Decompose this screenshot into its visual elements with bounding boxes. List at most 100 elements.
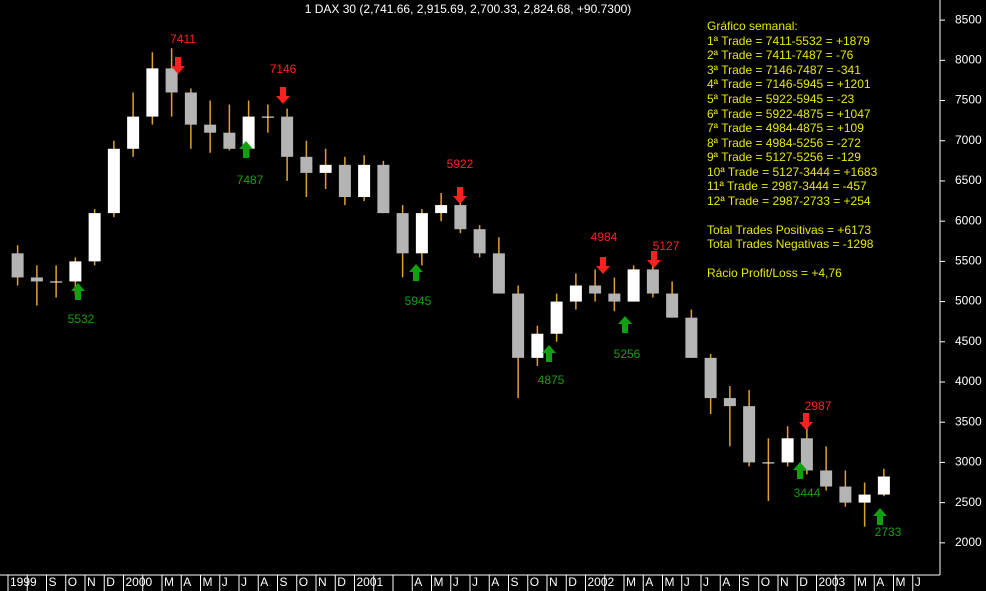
y-tick-label: 4500 [955, 334, 982, 348]
note-line: 12ª Trade = 2987-2733 = +254 [707, 194, 871, 208]
candle-body [877, 476, 890, 495]
candle-body [377, 164, 390, 214]
signal-label: 7487 [237, 173, 264, 187]
candle-body [492, 253, 505, 294]
x-tick-label: A [876, 575, 884, 589]
x-tick-label: S [511, 575, 519, 589]
signal-arrow [793, 462, 807, 479]
x-tick-label: N [780, 575, 789, 589]
x-tick-label: O [761, 575, 770, 589]
chart-title: 1 DAX 30 (2,741.66, 2,915.69, 2,700.33, … [305, 2, 632, 16]
candle-body [704, 357, 717, 399]
x-tick-label: J [703, 575, 709, 589]
candle-body [261, 116, 274, 118]
candle-body [608, 293, 621, 302]
signal-label: 7411 [170, 32, 196, 46]
signal-arrow [239, 141, 253, 158]
y-tick-label: 3000 [955, 455, 982, 469]
candle-body [242, 116, 255, 149]
candle-body [358, 164, 371, 198]
y-tick-label: 3500 [955, 414, 982, 428]
note-line: 9ª Trade = 5127-5256 = -129 [707, 150, 861, 164]
candle-body [473, 229, 486, 254]
y-tick-label: 2000 [955, 535, 982, 549]
signal-arrow [171, 57, 185, 74]
note-line: 3ª Trade = 7146-7487 = -341 [707, 63, 861, 77]
x-tick-label: A [491, 575, 499, 589]
x-tick-label: J [684, 575, 690, 589]
candle-body [512, 293, 525, 358]
y-tick-label: 6500 [955, 173, 982, 187]
note-line: 10ª Trade = 5127-3444 = +1683 [707, 165, 878, 179]
x-tick-label: J [472, 575, 478, 589]
note-line: 2ª Trade = 7411-7487 = -76 [707, 48, 854, 62]
candle-body [646, 269, 659, 294]
x-tick-label: J [222, 575, 228, 589]
candle-body [338, 164, 351, 198]
y-tick-label: 7500 [955, 93, 982, 107]
candle-body [396, 213, 409, 254]
note-line: Gráfico semanal: [707, 19, 798, 33]
candle-body [300, 156, 313, 173]
signal-arrow [618, 316, 632, 333]
x-tick-label: S [280, 575, 288, 589]
candle-body [781, 438, 794, 463]
signal-label: 5945 [405, 294, 432, 308]
signal-label: 4875 [538, 373, 565, 387]
x-tick-label: J [241, 575, 247, 589]
note-line: 5ª Trade = 5922-5945 = -23 [707, 92, 855, 106]
candle-body [685, 317, 698, 358]
signal-label: 5922 [447, 157, 474, 171]
candle-body [146, 68, 159, 117]
note-line: Rácio Profit/Loss = +4,76 [707, 266, 842, 280]
candle-body [589, 285, 602, 294]
signal-label: 2987 [805, 399, 832, 413]
x-tick-label: O [68, 575, 77, 589]
candle-body [50, 281, 63, 283]
x-tick-label: A [645, 575, 653, 589]
note-line: 7ª Trade = 4984-4875 = +109 [707, 121, 864, 135]
x-tick-label: M [203, 575, 213, 589]
x-tick-label: 2002 [588, 575, 615, 589]
candle-body [165, 68, 178, 93]
x-tick-label: M [626, 575, 636, 589]
x-tick-label: D [337, 575, 346, 589]
candle-body [839, 486, 852, 503]
signal-arrow [71, 283, 85, 300]
signal-arrow [799, 413, 813, 430]
signal-label: 4984 [591, 230, 618, 244]
candle-body [319, 164, 332, 173]
note-line: 4ª Trade = 7146-5945 = +1201 [707, 77, 871, 91]
signal-arrow [873, 508, 887, 525]
signal-arrow [453, 187, 467, 204]
x-tick-label: N [318, 575, 327, 589]
signal-label: 7146 [270, 62, 297, 76]
note-line: 8ª Trade = 4984-5256 = -272 [707, 136, 861, 150]
x-tick-label: D [106, 575, 115, 589]
signal-label: 5532 [68, 312, 95, 326]
candle-body [107, 148, 120, 214]
note-line: 6ª Trade = 5922-4875 = +1047 [707, 107, 871, 121]
x-tick-label: O [530, 575, 539, 589]
x-tick-label: D [568, 575, 577, 589]
x-tick-label: N [87, 575, 96, 589]
x-tick-label: N [549, 575, 558, 589]
y-tick-label: 8000 [955, 52, 982, 66]
note-line: Total Trades Negativas = -1298 [707, 237, 874, 251]
x-tick-label: D [799, 575, 808, 589]
x-tick-label: M [434, 575, 444, 589]
candle-body [281, 116, 294, 157]
x-tick-label: O [299, 575, 308, 589]
candle-body [127, 116, 140, 149]
candle-body [415, 213, 428, 254]
candle-body [550, 301, 563, 334]
note-line: 1ª Trade = 7411-5532 = +1879 [707, 34, 870, 48]
x-tick-label: A [183, 575, 191, 589]
x-tick-label: 2000 [126, 575, 153, 589]
signal-arrow [542, 345, 556, 362]
x-tick-label: A [260, 575, 268, 589]
candle-body [858, 494, 871, 503]
y-tick-label: 2500 [955, 495, 982, 509]
